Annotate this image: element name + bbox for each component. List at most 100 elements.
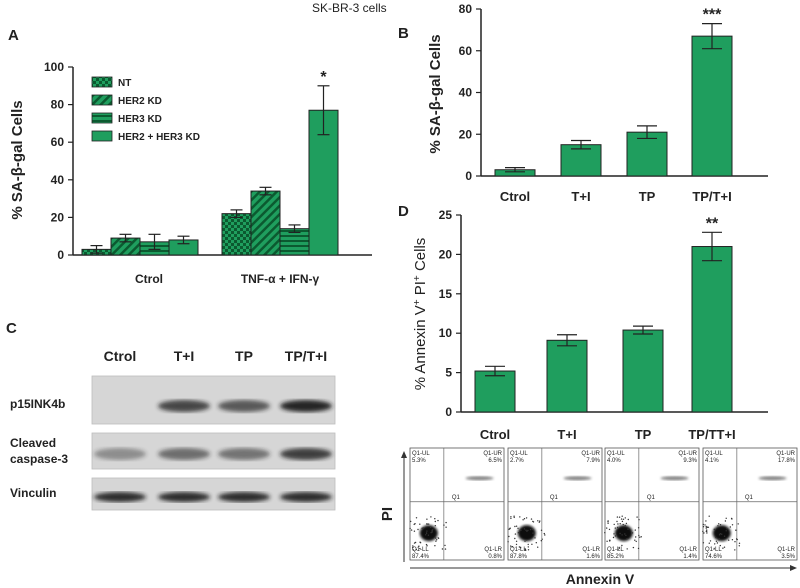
flow-event-dot bbox=[734, 541, 736, 543]
blot-row-label-cleaved: Cleaved bbox=[10, 436, 56, 450]
blot-row-label-p15: p15INK4b bbox=[10, 397, 65, 411]
flow-event-dot bbox=[515, 540, 518, 542]
flow-y-axis-label: PI bbox=[379, 507, 396, 521]
flow-q-ur-value: 6.5% bbox=[488, 458, 502, 464]
flow-event-dot bbox=[728, 539, 730, 541]
chart-d-y-tick-label: 25 bbox=[439, 208, 453, 222]
blot-lane-label-ctrol: Ctrol bbox=[104, 348, 137, 364]
chart-a-group-label-tnf-ifn: TNF-α + IFN-γ bbox=[241, 272, 320, 286]
flow-y-axis-arrowhead bbox=[401, 451, 407, 458]
flow-event-dot bbox=[524, 540, 526, 542]
flow-event-dot bbox=[444, 548, 447, 550]
flow-cytometry: PI Annexin V Q1-UL5.3%Q1-UR6.5%Q1-LL87.4… bbox=[379, 447, 798, 587]
flow-event-dot bbox=[702, 530, 704, 533]
flow-event-dot bbox=[613, 533, 615, 535]
flow-event-dot bbox=[737, 523, 739, 525]
flow-event-dot bbox=[425, 532, 428, 534]
chart-a-bar bbox=[221, 213, 252, 256]
flow-event-dot bbox=[527, 549, 530, 551]
flow-event-dot bbox=[626, 537, 628, 540]
flow-event-dot bbox=[738, 542, 741, 544]
blot-lane-label-tpti: TP/T+I bbox=[285, 348, 327, 364]
flow-event-dot bbox=[703, 532, 705, 534]
chart-a-bar bbox=[279, 228, 310, 256]
chart-a: % SA-β-gal Cells 0 20 40 60 80 100 * Ctrol TN… bbox=[9, 60, 372, 286]
flow-cell-cluster bbox=[517, 525, 536, 542]
flow-event-dot bbox=[409, 527, 411, 530]
chart-b-y-tick-label: 0 bbox=[465, 169, 472, 183]
flow-event-dot bbox=[434, 525, 436, 527]
flow-q-lr-name: Q1-LR bbox=[777, 547, 795, 553]
flow-event-dot bbox=[608, 528, 611, 531]
flow-q-ll-value: 87.8% bbox=[510, 554, 528, 560]
flow-event-dot bbox=[705, 520, 707, 522]
chart-d-category-label: TP/TT+I bbox=[688, 427, 735, 442]
flow-event-dot bbox=[444, 544, 446, 547]
panel-label-d: D bbox=[398, 203, 409, 220]
flow-event-dot bbox=[635, 540, 637, 543]
figure-title: SK-BR-3 cells bbox=[312, 1, 387, 15]
flow-event-dot bbox=[538, 521, 540, 523]
flow-event-dot bbox=[634, 529, 636, 531]
flow-event-dot bbox=[621, 520, 624, 523]
chart-a-significance-mark: * bbox=[320, 69, 327, 86]
flow-event-dot bbox=[715, 536, 717, 539]
flow-event-dot bbox=[734, 549, 736, 551]
flow-event-dot bbox=[724, 520, 727, 522]
chart-d-bar bbox=[691, 246, 733, 413]
flow-event-dot bbox=[706, 529, 708, 531]
flow-plot-frame bbox=[604, 447, 700, 561]
flow-center-label: Q1 bbox=[745, 495, 754, 501]
flow-event-dot bbox=[713, 528, 715, 530]
flow-event-dot bbox=[702, 523, 704, 526]
flow-event-dot bbox=[614, 527, 616, 529]
flow-event-dot bbox=[525, 529, 527, 531]
flow-event-dot bbox=[414, 523, 416, 525]
flow-event-dot bbox=[738, 545, 740, 547]
flow-event-dot bbox=[412, 545, 414, 547]
flow-event-dot bbox=[717, 525, 719, 527]
blot-band bbox=[280, 492, 332, 502]
flow-apoptotic-cluster bbox=[660, 476, 689, 481]
flow-q-ul-value: 5.3% bbox=[412, 458, 426, 464]
flow-event-dot bbox=[635, 536, 637, 538]
flow-event-dot bbox=[530, 518, 533, 520]
flow-event-dot bbox=[619, 523, 621, 525]
flow-q-ur-name: Q1-UR bbox=[678, 451, 697, 457]
flow-event-dot bbox=[445, 526, 447, 528]
flow-event-dot bbox=[716, 542, 719, 544]
flow-event-dot bbox=[606, 540, 608, 542]
flow-event-dot bbox=[430, 516, 432, 518]
flow-event-dot bbox=[510, 545, 512, 547]
flow-q-ul-value: 4.1% bbox=[705, 458, 719, 464]
chart-d: % Annexin V+ PI+ Cells 0 5 10 15 20 25 Ctrol T… bbox=[412, 208, 768, 442]
flow-q-ur-name: Q1-UR bbox=[581, 451, 600, 457]
flow-event-dot bbox=[435, 537, 437, 539]
flow-x-axis-arrowhead bbox=[790, 565, 797, 571]
flow-event-dot bbox=[410, 529, 413, 531]
flow-event-dot bbox=[719, 533, 721, 535]
flow-event-dot bbox=[514, 537, 516, 540]
flow-q-lr-value: 1.4% bbox=[683, 554, 697, 560]
flow-event-dot bbox=[705, 527, 707, 529]
flow-event-dot bbox=[537, 520, 539, 522]
flow-event-dot bbox=[617, 523, 619, 525]
flow-event-dot bbox=[715, 540, 718, 542]
flow-event-dot bbox=[616, 526, 619, 529]
flow-event-dot bbox=[426, 545, 428, 547]
chart-b: % SA-β-gal Cells 0 20 40 60 80 Ctrol T+I TP TP/… bbox=[427, 2, 768, 204]
chart-a-bar bbox=[250, 190, 281, 256]
flow-q-lr-name: Q1-LR bbox=[679, 547, 697, 553]
flow-event-dot bbox=[721, 533, 723, 535]
flow-event-dot bbox=[723, 546, 726, 548]
flow-event-dot bbox=[415, 548, 417, 551]
flow-event-dot bbox=[713, 547, 715, 550]
flow-event-dot bbox=[436, 539, 438, 541]
flow-event-dot bbox=[437, 519, 439, 522]
flow-event-dot bbox=[638, 519, 640, 521]
flow-event-dot bbox=[621, 544, 623, 547]
blot-band bbox=[158, 448, 210, 460]
panel-label-b: B bbox=[398, 25, 409, 42]
blot-row-label-caspase: caspase-3 bbox=[10, 452, 68, 466]
flow-event-dot bbox=[618, 546, 620, 549]
